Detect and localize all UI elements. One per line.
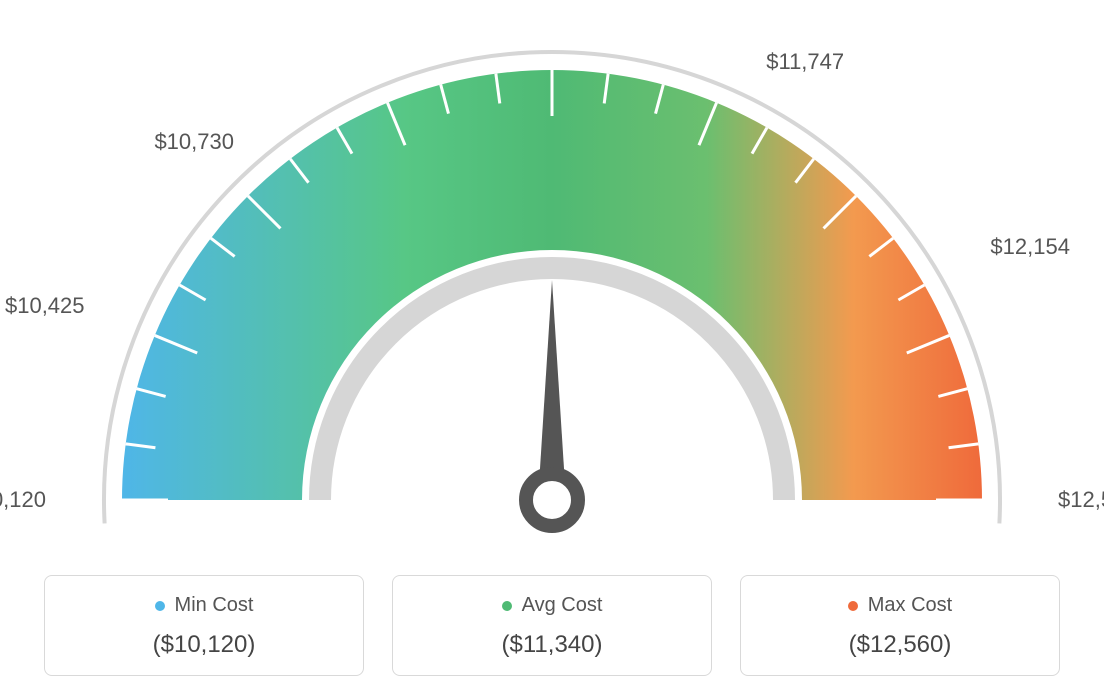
legend-row: Min Cost ($10,120) Avg Cost ($11,340) Ma… [0,575,1104,676]
legend-title-text: Min Cost [175,594,254,617]
scale-label: $11,747 [766,49,844,75]
legend-card-max: Max Cost ($12,560) [740,575,1060,676]
legend-value-min: ($10,120) [55,631,353,659]
dot-icon [155,601,165,611]
legend-value-max: ($12,560) [751,631,1049,659]
scale-label: $12,560 [1058,487,1104,513]
scale-label: $10,425 [5,293,85,319]
legend-title-text: Max Cost [868,594,952,617]
legend-value-avg: ($11,340) [403,631,701,659]
scale-label: $10,730 [154,129,234,155]
legend-title-min: Min Cost [155,594,254,617]
gauge-svg [0,0,1104,560]
legend-title-avg: Avg Cost [502,594,603,617]
legend-title-text: Avg Cost [522,594,603,617]
dot-icon [502,601,512,611]
legend-card-min: Min Cost ($10,120) [44,575,364,676]
legend-card-avg: Avg Cost ($11,340) [392,575,712,676]
dot-icon [848,601,858,611]
scale-label: $12,154 [990,234,1070,260]
legend-title-max: Max Cost [848,594,952,617]
scale-label: $10,120 [0,487,46,513]
gauge-container: $10,120$10,425$10,730$11,340$11,747$12,1… [0,0,1104,560]
